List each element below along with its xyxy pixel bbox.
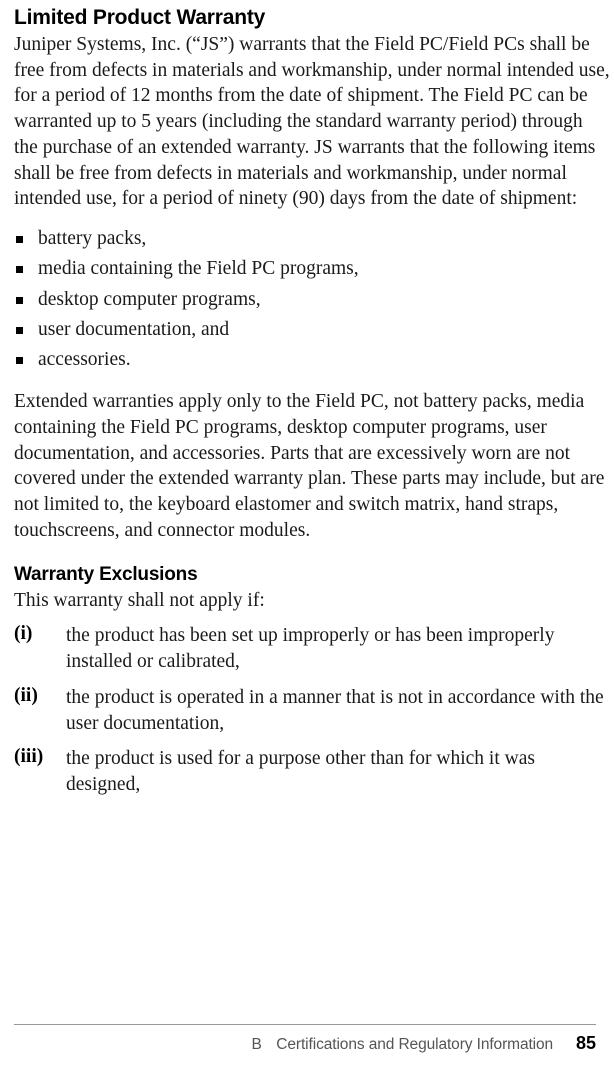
bullet-text: accessories. [38, 349, 131, 370]
exclusions-section: Warranty Exclusions This warranty shall … [14, 564, 610, 798]
bullet-text: media containing the Field PC programs, [38, 258, 359, 279]
bullet-text: battery packs, [38, 228, 146, 249]
bullet-text: user documentation, and [38, 319, 229, 340]
extended-warranty-text: Extended warranties apply only to the Fi… [14, 389, 610, 543]
item-text: the product is used for a purpose other … [66, 746, 610, 797]
list-item: (i) the product has been set up improper… [14, 623, 610, 674]
exclusions-intro: This warranty shall not apply if: [14, 588, 610, 614]
list-item: user documentation, and [14, 315, 610, 345]
list-item: (iii) the product is used for a purpose … [14, 746, 610, 797]
warranty-bullet-list: battery packs, media containing the Fiel… [14, 224, 610, 375]
list-item: battery packs, [14, 224, 610, 254]
warranty-heading: Limited Product Warranty [14, 6, 610, 30]
item-marker: (iii) [14, 746, 66, 797]
list-item: accessories. [14, 345, 610, 375]
item-marker: (ii) [14, 685, 66, 736]
list-item: media containing the Field PC programs, [14, 254, 610, 284]
bullet-text: desktop computer programs, [38, 289, 261, 310]
item-marker: (i) [14, 623, 66, 674]
exclusions-list: (i) the product has been set up improper… [14, 623, 610, 797]
footer-section-letter: B [252, 1036, 262, 1053]
item-text: the product is operated in a manner that… [66, 685, 610, 736]
item-text: the product has been set up improperly o… [66, 623, 610, 674]
warranty-section: Limited Product Warranty Juniper Systems… [14, 6, 610, 544]
footer-section-title: Certifications and Regulatory Informatio… [276, 1036, 553, 1053]
exclusions-heading: Warranty Exclusions [14, 564, 610, 586]
list-item: desktop computer programs, [14, 285, 610, 315]
warranty-intro: Juniper Systems, Inc. (“JS”) warrants th… [14, 32, 610, 212]
footer-page-number: 85 [576, 1033, 596, 1053]
page-footer: B Certifications and Regulatory Informat… [14, 1024, 596, 1054]
list-item: (ii) the product is operated in a manner… [14, 685, 610, 736]
